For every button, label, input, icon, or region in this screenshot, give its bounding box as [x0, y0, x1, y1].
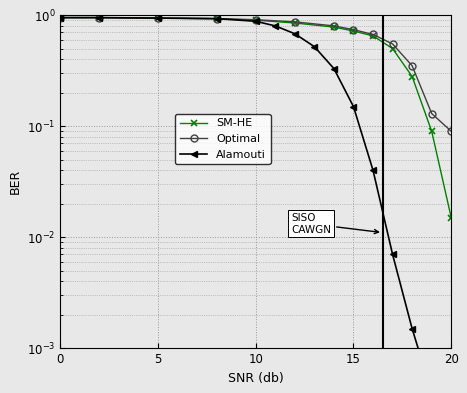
Legend: SM-HE, Optimal, Alamouti: SM-HE, Optimal, Alamouti	[175, 114, 271, 164]
Alamouti	[331, 66, 337, 71]
SM-HE	[214, 16, 219, 21]
SM-HE	[253, 18, 259, 22]
Optimal	[155, 16, 161, 20]
SM-HE	[351, 29, 356, 33]
Alamouti	[311, 44, 317, 49]
Optimal	[97, 15, 102, 20]
Optimal	[370, 32, 376, 37]
Alamouti	[370, 168, 376, 173]
Y-axis label: BER: BER	[8, 169, 21, 194]
Line: Alamouti: Alamouti	[57, 15, 454, 393]
SM-HE	[155, 16, 161, 20]
Text: SISO
CAWGN: SISO CAWGN	[291, 213, 379, 235]
Alamouti	[253, 19, 259, 24]
Alamouti	[351, 104, 356, 109]
Optimal	[253, 17, 259, 22]
Line: Optimal: Optimal	[57, 14, 455, 135]
Optimal	[331, 24, 337, 28]
Optimal	[351, 27, 356, 32]
Optimal	[410, 63, 415, 68]
Line: SM-HE: SM-HE	[57, 15, 454, 220]
SM-HE	[429, 129, 434, 134]
Alamouti	[390, 252, 396, 257]
Alamouti	[272, 24, 278, 28]
Optimal	[292, 20, 297, 24]
Optimal	[390, 42, 396, 46]
Optimal	[57, 15, 63, 20]
Optimal	[429, 111, 434, 116]
Alamouti	[97, 15, 102, 20]
Optimal	[214, 16, 219, 21]
Alamouti	[410, 326, 415, 331]
SM-HE	[410, 74, 415, 79]
Optimal	[448, 129, 454, 134]
Alamouti	[57, 15, 63, 20]
SM-HE	[331, 25, 337, 29]
Alamouti	[214, 16, 219, 21]
SM-HE	[57, 15, 63, 20]
SM-HE	[390, 46, 396, 51]
Alamouti	[155, 16, 161, 20]
SM-HE	[448, 215, 454, 220]
Alamouti	[429, 390, 434, 393]
SM-HE	[370, 33, 376, 38]
SM-HE	[292, 20, 297, 25]
Alamouti	[292, 31, 297, 36]
X-axis label: SNR (db): SNR (db)	[228, 372, 283, 385]
SM-HE	[97, 15, 102, 20]
